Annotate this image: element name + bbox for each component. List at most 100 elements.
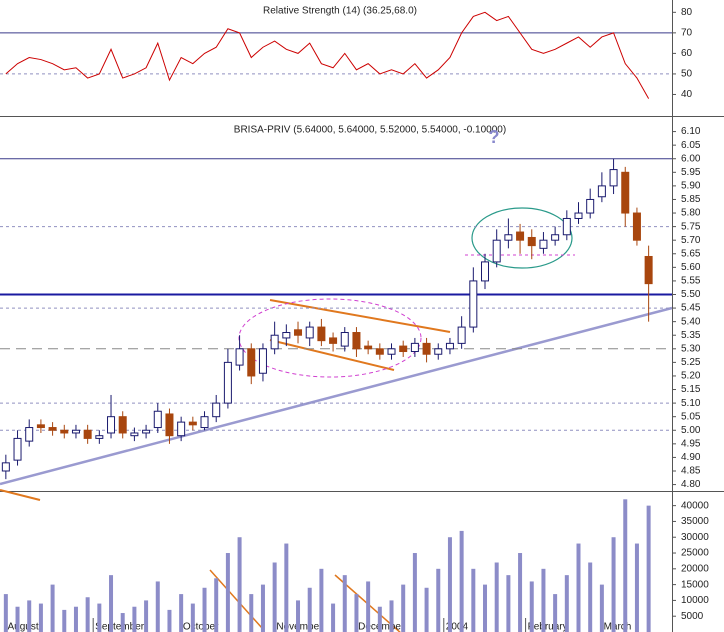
candle-body <box>621 171 630 214</box>
volume-bar <box>237 537 242 632</box>
y-tick-label: 70 <box>681 27 693 38</box>
price-title: BRISA-PRIV (5.64000, 5.64000, 5.52000, 5… <box>234 125 506 136</box>
volume-bar <box>331 603 336 632</box>
volume-bar <box>611 537 616 632</box>
candle-body <box>235 348 244 366</box>
candle-body <box>375 348 384 355</box>
volume-bar <box>424 587 429 632</box>
volume-bar <box>38 603 43 632</box>
volume-bar <box>179 594 184 632</box>
y-tick-label: 5.00 <box>681 425 701 436</box>
candle-body <box>551 234 560 241</box>
volume-bar <box>377 606 382 632</box>
volume-bar <box>85 597 90 632</box>
y-tick-label: 4.95 <box>681 438 701 449</box>
volume-bar <box>564 575 569 632</box>
channel-line <box>269 339 395 371</box>
rsi-title: Relative Strength (14) (36.25,68.0) <box>263 6 417 17</box>
y-tick-label: 5.90 <box>681 181 701 192</box>
volume-bar <box>27 600 32 632</box>
x-tick-label: October <box>183 622 219 632</box>
candle-body <box>597 185 606 198</box>
y-tick-label: 5.10 <box>681 398 701 409</box>
y-tick-label: 5.70 <box>681 235 701 246</box>
x-tick-label: March <box>604 622 632 632</box>
y-tick-label: 5.15 <box>681 384 701 395</box>
y-tick-label: 5.30 <box>681 343 701 354</box>
y-tick-label: 6.10 <box>681 126 701 137</box>
candle-body <box>609 169 618 187</box>
y-tick-label: 5.80 <box>681 208 701 219</box>
y-tick-label: 40 <box>681 89 693 100</box>
candle-body <box>516 231 525 241</box>
y-tick-label: 5.50 <box>681 289 701 300</box>
volume-bar <box>576 543 581 632</box>
candle-body <box>223 361 232 404</box>
y-tick-label: 35000 <box>681 516 709 527</box>
volume-bar <box>97 603 102 632</box>
candle-body <box>130 432 139 437</box>
candle-body <box>48 427 57 431</box>
candle-body <box>504 234 513 241</box>
y-tick-label: 25000 <box>681 548 709 559</box>
candle-body <box>387 348 396 355</box>
y-tick-label: 4.85 <box>681 466 701 477</box>
volume-trend <box>209 569 263 629</box>
volume-bar <box>15 606 20 632</box>
y-tick-label: 60 <box>681 48 693 59</box>
y-tick-label: 6.00 <box>681 153 701 164</box>
y-tick-label: 5.55 <box>681 276 701 287</box>
candle-body <box>305 326 314 339</box>
highlight-ellipse <box>238 298 422 378</box>
candle-body <box>71 429 80 434</box>
candle-body <box>177 421 186 437</box>
volume-bar <box>120 613 125 632</box>
y-tick-label: 10000 <box>681 595 709 606</box>
candle-body <box>270 334 279 350</box>
x-tick-label: 2004 <box>446 622 469 632</box>
y-tick-label: 5.20 <box>681 371 701 382</box>
volume-bar <box>190 603 195 632</box>
volume-bar <box>599 584 604 632</box>
y-tick-label: 5.35 <box>681 330 701 341</box>
volume-bar <box>342 575 347 632</box>
volume-bar <box>62 609 67 632</box>
annotation: ? <box>489 127 500 147</box>
candle-body <box>539 239 548 249</box>
volume-bar <box>284 543 289 632</box>
trend-line <box>0 489 41 501</box>
y-tick-label: 5.60 <box>681 262 701 273</box>
candle-body <box>340 332 349 347</box>
candle-body <box>457 326 466 344</box>
x-tick-label: February <box>528 622 568 632</box>
volume-bar <box>354 594 359 632</box>
volume-bar <box>167 609 172 632</box>
candle-body <box>632 212 641 241</box>
x-tick-label: August <box>8 622 39 632</box>
highlight-ellipse <box>471 207 573 269</box>
volume-bar <box>319 568 324 632</box>
candle-body <box>469 280 478 328</box>
volume-bar <box>553 594 558 632</box>
candle-body <box>422 342 431 355</box>
volume-bar <box>483 584 488 632</box>
candle-body <box>25 427 34 442</box>
candle-body <box>586 198 595 214</box>
candle-body <box>352 332 361 350</box>
volume-bar <box>447 537 452 632</box>
volume-bar <box>366 581 371 632</box>
y-tick-label: 5000 <box>681 611 704 622</box>
y-tick-label: 30000 <box>681 532 709 543</box>
volume-bar <box>50 584 55 632</box>
y-tick-label: 5.95 <box>681 167 701 178</box>
y-tick-label: 4.90 <box>681 452 701 463</box>
candle-body <box>399 345 408 353</box>
volume-bar <box>144 600 149 632</box>
volume-bar <box>459 530 464 632</box>
volume-bar <box>412 553 417 632</box>
volume-bar <box>214 578 219 632</box>
candle-body <box>153 410 162 429</box>
volume-bar <box>272 562 277 632</box>
candle-body <box>527 236 536 247</box>
candle-body <box>434 348 443 355</box>
